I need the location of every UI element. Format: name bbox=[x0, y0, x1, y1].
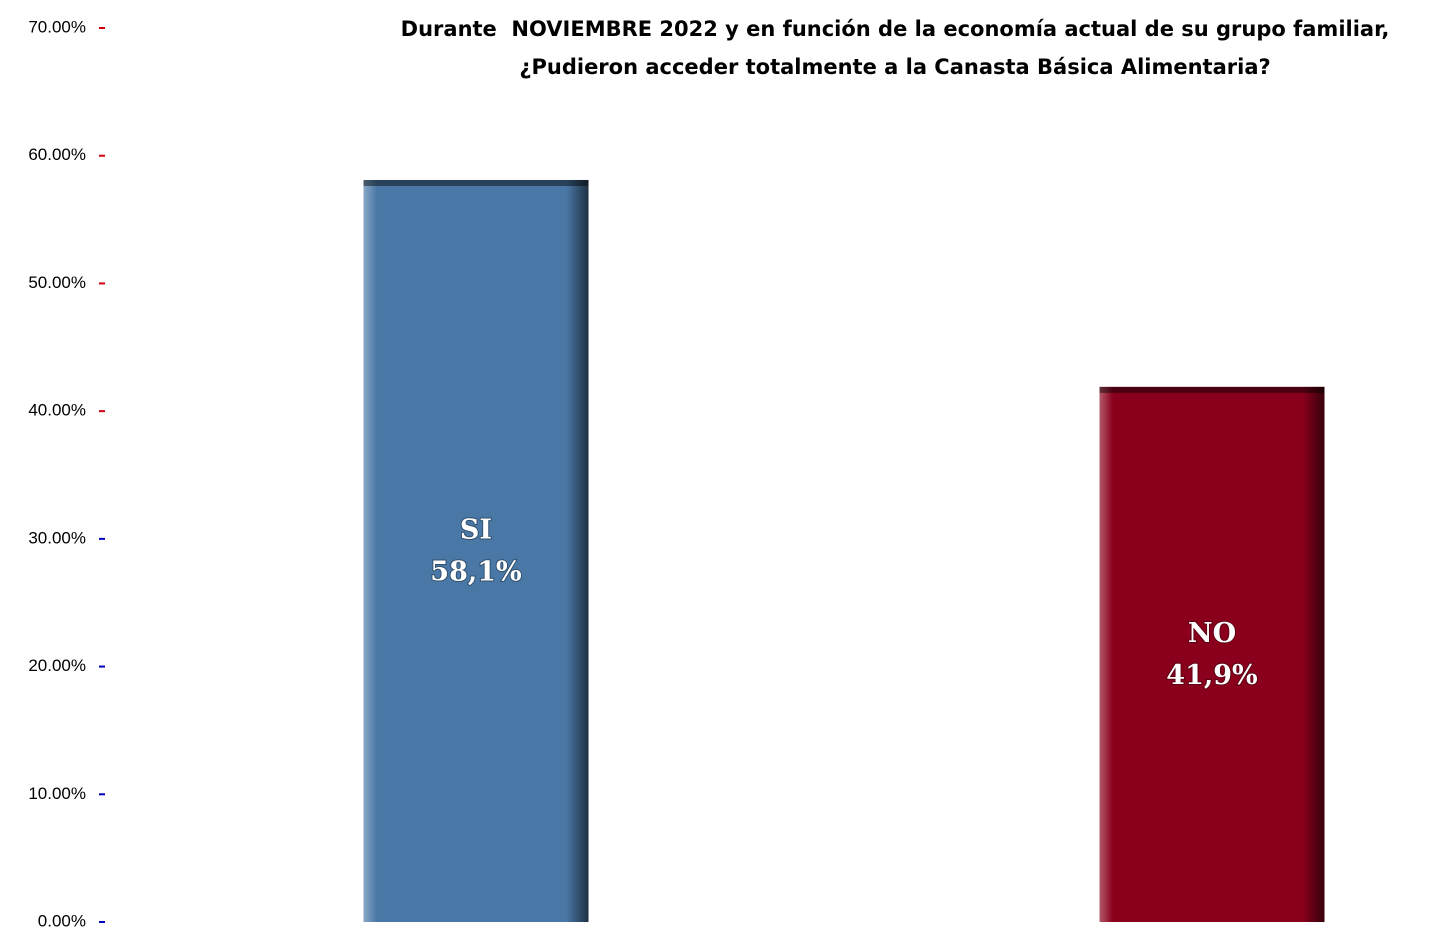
y-tick-label: 50.00% bbox=[28, 273, 86, 292]
y-tick-label: 10.00% bbox=[28, 784, 86, 803]
y-tick-label: 40.00% bbox=[28, 401, 86, 420]
y-tick-label: 60.00% bbox=[28, 145, 86, 164]
y-tick-label: 0.00% bbox=[38, 911, 86, 930]
bar-top-edge bbox=[1099, 386, 1325, 393]
chart-title: ¿Pudieron acceder totalmente a la Canast… bbox=[519, 55, 1270, 79]
bar-shade bbox=[363, 179, 589, 923]
y-tick-label: 30.00% bbox=[28, 528, 86, 547]
category-label: SI bbox=[460, 514, 492, 545]
category-label: NO bbox=[1188, 618, 1236, 649]
y-tick-label: 70.00% bbox=[28, 17, 86, 36]
y-tick-label: 20.00% bbox=[28, 656, 86, 675]
bar-shade bbox=[1099, 386, 1325, 922]
chart-title: Durante NOVIEMBRE 2022 y en función de l… bbox=[401, 17, 1390, 41]
data-label: 41,9% bbox=[1166, 660, 1257, 691]
bar-top-edge bbox=[363, 179, 589, 186]
data-label: 58,1% bbox=[430, 556, 521, 587]
